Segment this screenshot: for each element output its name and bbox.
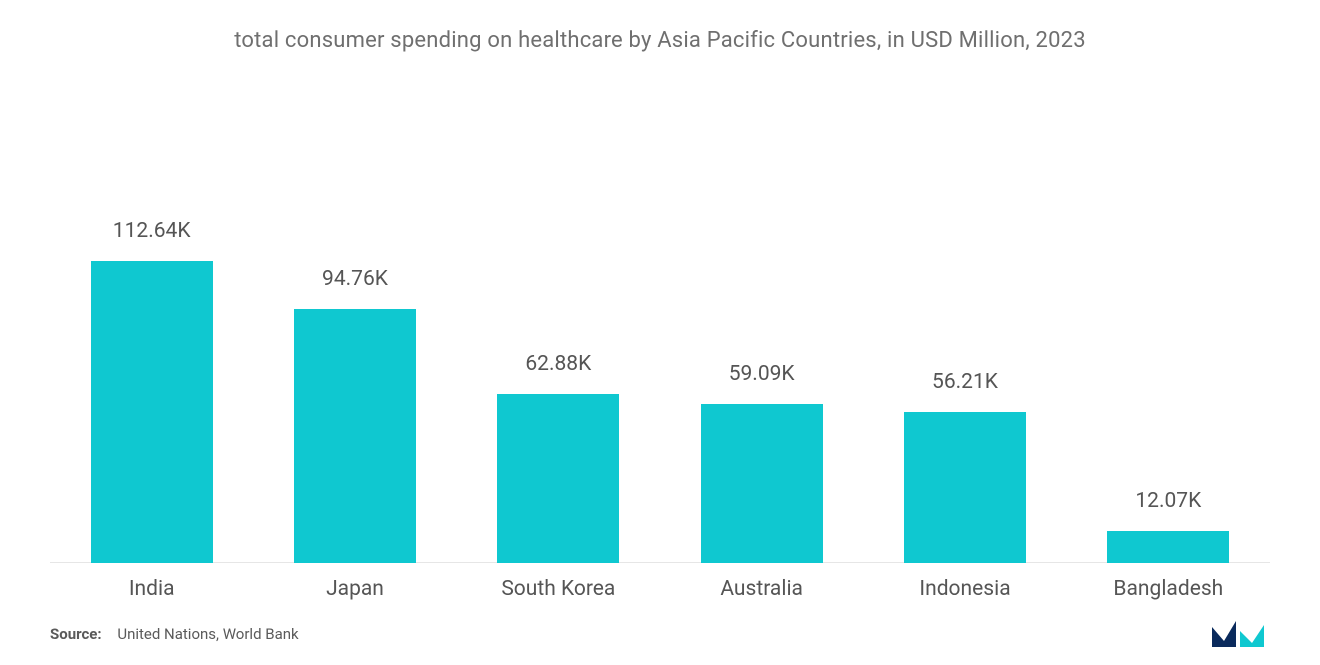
plot-area: 112.64KIndia 94.76KJapan 62.88KSouth Korea… xyxy=(50,133,1270,563)
bar-group: 12.07KBangladesh xyxy=(1107,531,1229,563)
x-axis-baseline xyxy=(50,562,1270,563)
chart-title: total consumer spending on healthcare by… xyxy=(50,28,1270,53)
brand-logo xyxy=(1210,613,1270,649)
source-line: Source: United Nations, World Bank xyxy=(50,625,299,643)
category-label: South Korea xyxy=(501,577,615,601)
category-label: Australia xyxy=(720,577,803,601)
bar xyxy=(294,309,416,563)
source-text: United Nations, World Bank xyxy=(117,625,298,643)
bar xyxy=(1107,531,1229,563)
bar-value-label: 56.21K xyxy=(932,370,998,394)
bar-value-label: 112.64K xyxy=(113,219,191,243)
category-label: Bangladesh xyxy=(1113,577,1223,601)
bar-group: 62.88KSouth Korea xyxy=(497,394,619,563)
bar-group: 112.64KIndia xyxy=(91,261,213,563)
bar xyxy=(497,394,619,563)
bar-value-label: 12.07K xyxy=(1135,489,1201,513)
category-label: India xyxy=(129,577,175,601)
bar-group: 59.09KAustralia xyxy=(701,404,823,563)
bar xyxy=(904,412,1026,563)
bar-group: 94.76KJapan xyxy=(294,309,416,563)
bar-value-label: 59.09K xyxy=(729,362,795,386)
source-label: Source: xyxy=(50,625,102,643)
bar-group: 56.21KIndonesia xyxy=(904,412,1026,563)
bar-value-label: 62.88K xyxy=(525,352,591,376)
category-label: Indonesia xyxy=(919,577,1010,601)
bar-value-label: 94.76K xyxy=(322,267,388,291)
brand-logo-icon xyxy=(1210,613,1270,649)
chart-container: total consumer spending on healthcare by… xyxy=(50,10,1270,615)
bar xyxy=(701,404,823,563)
category-label: Japan xyxy=(326,577,384,601)
bar xyxy=(91,261,213,563)
